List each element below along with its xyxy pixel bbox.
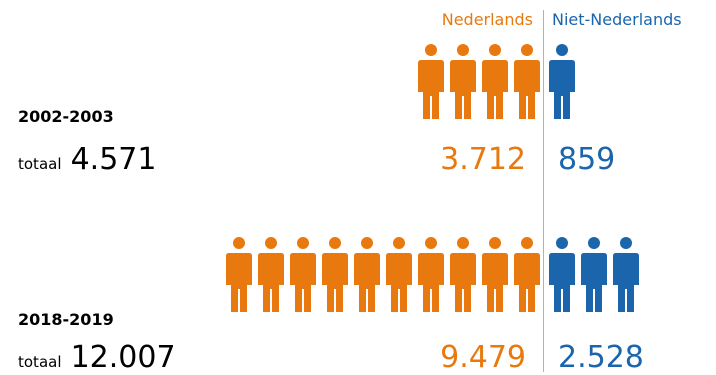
person-icon-dutch — [482, 44, 508, 119]
person-icon-dutch — [514, 237, 540, 312]
total-value-2018-2019: 12.007 — [70, 340, 176, 375]
person-icon-dutch — [450, 44, 476, 119]
total-word: totaal — [18, 353, 62, 371]
period-label-2002-2003: 2002-2003 — [18, 107, 114, 126]
person-icon-dutch — [322, 237, 348, 312]
total-word: totaal — [18, 155, 62, 173]
person-icon-dutch — [418, 44, 444, 119]
person-icon-dutch — [514, 44, 540, 119]
dutch-value-2002-2003: 3.712 — [440, 142, 526, 177]
person-icon-non-dutch — [613, 237, 639, 312]
legend-non-dutch: Niet-Nederlands — [552, 10, 682, 29]
period-label-2018-2019: 2018-2019 — [18, 310, 114, 329]
legend-dutch: Nederlands — [441, 10, 533, 29]
divider-line — [543, 10, 544, 372]
person-icon-dutch — [450, 237, 476, 312]
total-row-2002-2003: totaal 4.571 — [18, 142, 156, 177]
person-icon-dutch — [226, 237, 252, 312]
dutch-value-2018-2019: 9.479 — [440, 340, 526, 375]
person-icon-dutch — [354, 237, 380, 312]
person-icon-non-dutch — [549, 237, 575, 312]
person-icon-dutch — [482, 237, 508, 312]
non-dutch-value-2018-2019: 2.528 — [558, 340, 644, 375]
person-icon-dutch — [258, 237, 284, 312]
person-icon-non-dutch — [581, 237, 607, 312]
person-icon-dutch — [290, 237, 316, 312]
person-icon-non-dutch — [549, 44, 575, 119]
non-dutch-value-2002-2003: 859 — [558, 142, 616, 177]
person-icon-dutch — [386, 237, 412, 312]
total-value-2002-2003: 4.571 — [70, 142, 157, 177]
total-row-2018-2019: totaal 12.007 — [18, 340, 176, 375]
person-icon-dutch — [418, 237, 444, 312]
